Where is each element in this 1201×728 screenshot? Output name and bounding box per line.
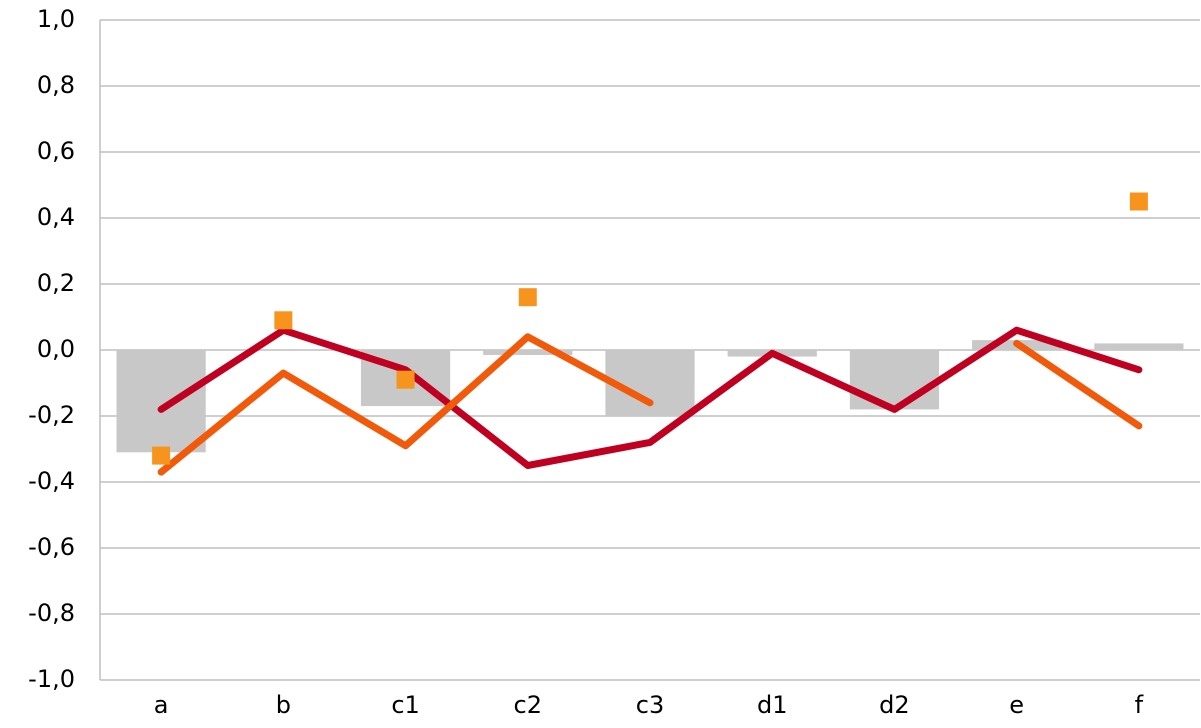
line: [157, 326, 1143, 469]
y-tick-label: 1,0: [37, 5, 75, 33]
y-tick-label: -0,4: [28, 467, 75, 495]
x-tick-label: d1: [757, 691, 788, 719]
y-tick-label: 0,0: [37, 335, 75, 363]
x-tick-label: d2: [879, 691, 910, 719]
y-tick-label: -0,6: [28, 533, 75, 561]
y-tick-label: 0,8: [37, 71, 75, 99]
marker: [518, 288, 537, 307]
y-tick-label: 0,6: [37, 137, 75, 165]
y-tick-label: -0,2: [28, 401, 75, 429]
bar: [849, 350, 940, 410]
x-tick-label: e: [1009, 691, 1024, 719]
x-tick-label: c1: [391, 691, 419, 719]
x-tick-label: c2: [514, 691, 542, 719]
y-tick-label: -0,8: [28, 599, 75, 627]
y-tick-label: 0,4: [37, 203, 75, 231]
bar: [116, 350, 206, 453]
marker: [152, 446, 171, 465]
marker: [1129, 192, 1148, 211]
bar: [483, 350, 573, 355]
marker: [274, 311, 293, 330]
line: [157, 333, 1143, 476]
x-tick-label: f: [1135, 691, 1144, 719]
x-tick-label: a: [154, 691, 169, 719]
x-tick-label: b: [276, 691, 291, 719]
y-tick-label: -1,0: [28, 665, 75, 693]
marker: [396, 370, 415, 389]
x-tick-label: c3: [636, 691, 664, 719]
y-tick-label: 0,2: [37, 269, 75, 297]
bar: [1094, 343, 1184, 350]
